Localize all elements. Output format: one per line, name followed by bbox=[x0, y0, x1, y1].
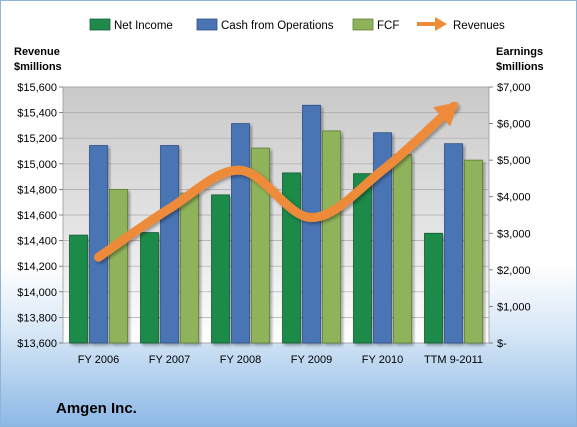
bar-cash-from-operations bbox=[89, 145, 108, 344]
left-tick-label: $14,000 bbox=[17, 287, 57, 299]
left-tick-label: $14,400 bbox=[17, 236, 57, 248]
legend-swatch-cash-from-operations bbox=[196, 18, 218, 31]
right-tick-label: $- bbox=[497, 338, 507, 350]
right-tick-label: $6,000 bbox=[497, 119, 531, 131]
bar-net-income bbox=[211, 194, 230, 344]
bar-cash-from-operations bbox=[373, 132, 392, 344]
left-tick-label: $15,600 bbox=[17, 82, 57, 94]
left-tick-label: $15,400 bbox=[17, 108, 57, 120]
legend-item-fcf: FCF bbox=[352, 18, 399, 32]
right-tick-label: $2,000 bbox=[497, 265, 531, 277]
legend-label-cash-from-operations: Cash from Operations bbox=[221, 20, 334, 32]
right-tick-label: $1,000 bbox=[497, 301, 531, 313]
revenues-arrowhead bbox=[432, 102, 458, 127]
bar-fcf bbox=[322, 130, 341, 344]
right-axis-title-line1: Earnings bbox=[496, 46, 543, 58]
legend-item-revenues: Revenues bbox=[417, 17, 505, 32]
category-label: TTM 9-2011 bbox=[424, 354, 483, 366]
legend: Net Income Cash from Operations FCF Reve… bbox=[89, 17, 505, 32]
right-axis-ticks: $- $1,000 $2,000 $3,000 $4,000 $5,000 $6,000 $7… bbox=[489, 82, 531, 350]
left-axis-title-line2: $millions bbox=[14, 61, 62, 73]
legend-swatch-net-income bbox=[89, 18, 111, 31]
bar-fcf bbox=[180, 192, 199, 344]
legend-label-net-income: Net Income bbox=[114, 20, 173, 32]
gridlines bbox=[63, 86, 489, 344]
bar-net-income bbox=[140, 232, 159, 344]
left-axis-ticks: $13,600 $13,800 $14,000 $14,200 $14,400 $14,6… bbox=[17, 82, 63, 350]
legend-label-revenues: Revenues bbox=[453, 20, 505, 32]
bar-cash-from-operations bbox=[160, 145, 179, 344]
right-tick-label: $3,000 bbox=[497, 228, 531, 240]
legend-label-fcf: FCF bbox=[377, 20, 399, 32]
category-label: FY 2010 bbox=[362, 354, 403, 366]
chart-title: Amgen Inc. bbox=[56, 400, 137, 417]
left-tick-label: $15,000 bbox=[17, 159, 57, 171]
right-tick-label: $4,000 bbox=[497, 192, 531, 204]
revenue-line bbox=[94, 101, 458, 262]
category-label: FY 2006 bbox=[78, 354, 119, 366]
revenues-line bbox=[94, 101, 458, 262]
bar-net-income bbox=[69, 234, 88, 344]
left-tick-label: $13,800 bbox=[17, 312, 57, 324]
category-label: FY 2007 bbox=[149, 354, 190, 366]
bar-fcf bbox=[464, 159, 483, 344]
category-label: FY 2009 bbox=[291, 354, 332, 366]
legend-item-net-income: Net Income bbox=[89, 18, 173, 32]
left-tick-label: $13,600 bbox=[17, 338, 57, 350]
category-label: FY 2008 bbox=[220, 354, 261, 366]
right-tick-label: $7,000 bbox=[497, 82, 531, 94]
left-tick-label: $14,800 bbox=[17, 184, 57, 196]
left-tick-label: $15,200 bbox=[17, 133, 57, 145]
bar-fcf bbox=[393, 154, 412, 344]
left-axis-title-line1: Revenue bbox=[14, 46, 60, 58]
right-axis-title-line2: $millions bbox=[496, 61, 544, 73]
right-tick-label: $5,000 bbox=[497, 155, 531, 167]
bar-fcf bbox=[109, 188, 128, 344]
bar-cash-from-operations bbox=[444, 143, 463, 344]
bar-fcf bbox=[251, 147, 270, 344]
left-tick-label: $14,600 bbox=[17, 210, 57, 222]
bar-net-income bbox=[424, 232, 443, 344]
left-tick-label: $14,200 bbox=[17, 261, 57, 273]
bar-cash-from-operations bbox=[302, 104, 321, 344]
bars bbox=[69, 104, 483, 344]
legend-swatch-fcf bbox=[352, 18, 374, 31]
bar-net-income bbox=[353, 173, 372, 344]
bar-cash-from-operations bbox=[231, 123, 250, 344]
legend-arrowhead-revenues bbox=[435, 17, 447, 31]
legend-item-cash-from-operations: Cash from Operations bbox=[196, 18, 334, 32]
category-labels: FY 2006 FY 2007 FY 2008 FY 2009 FY 2010 TTM 9… bbox=[78, 354, 483, 366]
